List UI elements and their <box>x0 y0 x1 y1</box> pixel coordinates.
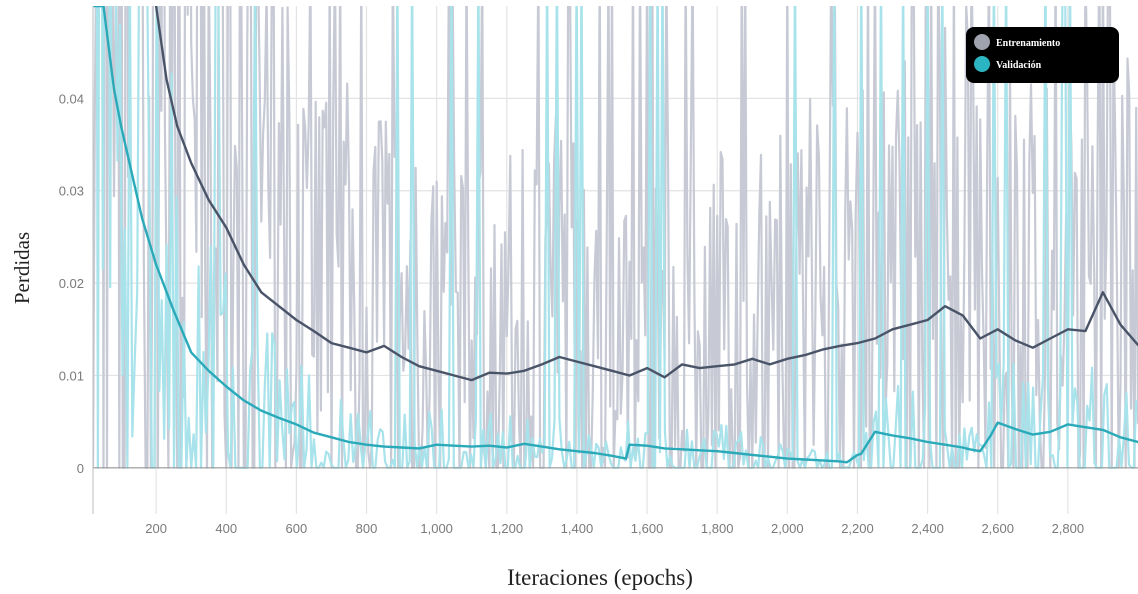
x-tick-label: 1,600 <box>631 521 664 536</box>
y-tick-label: 0.04 <box>59 91 84 106</box>
series-line-validacion <box>93 6 1138 464</box>
y-axis-ticks: 0 0.01 0.02 0.03 0.04 <box>59 91 84 475</box>
x-tick-label: 1,800 <box>701 521 734 536</box>
x-tick-label: 400 <box>215 521 237 536</box>
x-tick-label: 1,400 <box>561 521 594 536</box>
x-axis-title: Iteraciones (epochs) <box>507 565 693 590</box>
x-tick-label: 2,800 <box>1052 521 1085 536</box>
x-tick-label: 1,200 <box>491 521 524 536</box>
legend-box <box>966 27 1119 83</box>
x-tick-label: 800 <box>356 521 378 536</box>
x-tick-label: 200 <box>145 521 167 536</box>
legend-label-validacion: Validación <box>996 60 1042 71</box>
legend-label-entrenamiento: Entrenamiento <box>996 38 1060 49</box>
x-axis-ticks: 200 400 600 800 1,000 1,200 1,400 1,600 1,800 2,0… <box>145 521 1084 536</box>
x-tick-label: 2,200 <box>841 521 874 536</box>
y-axis-title: Perdidas <box>10 232 34 304</box>
x-tick-label: 600 <box>286 521 308 536</box>
y-tick-label: 0.02 <box>59 276 84 291</box>
smoothed-series <box>93 6 1138 464</box>
x-tick-label: 2,600 <box>981 521 1014 536</box>
legend-swatch-validacion <box>974 56 990 72</box>
series-line-entrenamiento <box>154 6 1138 382</box>
x-tick-label: 1,000 <box>420 521 453 536</box>
x-tick-label: 2,000 <box>771 521 804 536</box>
y-tick-label: 0.03 <box>59 184 84 199</box>
x-tick-label: 2,400 <box>911 521 944 536</box>
legend-swatch-entrenamiento <box>974 34 990 50</box>
y-tick-label: 0.01 <box>59 368 84 383</box>
legend: Entrenamiento Validación <box>966 27 1119 83</box>
y-tick-label: 0 <box>77 461 84 476</box>
raw-entrenamiento-line <box>93 6 1138 469</box>
